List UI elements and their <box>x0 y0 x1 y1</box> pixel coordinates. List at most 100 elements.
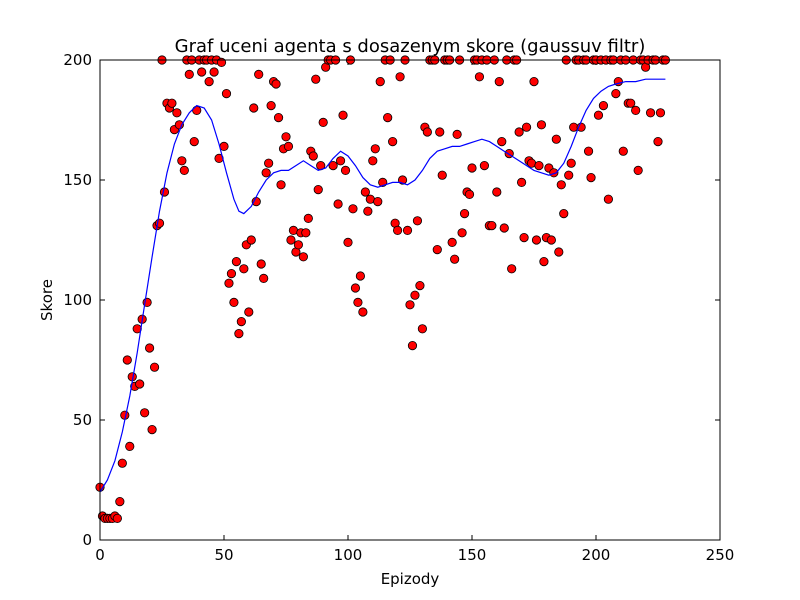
data-point <box>197 67 207 77</box>
y-tick-label: 0 <box>82 531 92 549</box>
data-point <box>115 496 125 507</box>
data-point <box>145 343 155 353</box>
data-point <box>435 127 445 137</box>
data-point <box>564 170 574 180</box>
data-point <box>224 278 234 288</box>
data-point <box>474 72 485 82</box>
data-point <box>432 245 442 255</box>
data-point <box>350 283 361 293</box>
data-point <box>177 156 187 166</box>
x-axis-label: Epizody <box>381 570 440 588</box>
data-point <box>415 280 425 291</box>
data-point <box>494 77 504 87</box>
chart-title: Graf uceni agenta s dosazenym skore (gau… <box>175 36 646 57</box>
data-point <box>204 77 214 87</box>
data-point <box>313 185 323 195</box>
data-point <box>631 105 641 116</box>
data-point <box>487 221 497 231</box>
y-tick-label: 200 <box>63 51 92 69</box>
data-point <box>229 297 239 307</box>
data-point <box>276 180 286 190</box>
data-point <box>447 237 457 247</box>
data-point <box>392 225 403 235</box>
data-point <box>529 77 539 87</box>
data-point <box>231 256 241 267</box>
data-point <box>318 117 328 128</box>
x-tick-label: 100 <box>334 546 363 564</box>
data-point <box>122 355 132 365</box>
data-point <box>358 307 368 317</box>
data-point <box>626 98 636 108</box>
data-point <box>216 57 227 68</box>
data-point <box>556 180 566 190</box>
data-point <box>328 161 338 171</box>
data-point <box>261 168 271 178</box>
data-point <box>531 235 542 245</box>
data-point <box>467 163 477 173</box>
data-point <box>363 206 373 216</box>
data-point <box>239 264 249 274</box>
data-point <box>633 165 643 175</box>
data-point <box>368 156 378 166</box>
data-point <box>335 156 346 166</box>
data-point <box>353 297 363 307</box>
data-point <box>459 209 470 219</box>
data-point <box>343 237 353 247</box>
data-point <box>452 129 462 139</box>
data-point <box>311 74 321 84</box>
data-point <box>259 273 269 283</box>
data-point <box>645 108 656 118</box>
data-point <box>655 108 666 118</box>
x-tick-label: 200 <box>582 546 611 564</box>
data-point <box>383 113 393 123</box>
data-point <box>254 69 264 80</box>
data-point <box>271 79 281 89</box>
data-point <box>479 161 489 171</box>
data-point <box>283 141 294 151</box>
data-point <box>559 209 569 219</box>
x-tick-label: 250 <box>706 546 735 564</box>
data-point <box>603 194 614 204</box>
data-point <box>593 110 604 120</box>
y-tick-label: 50 <box>73 411 92 429</box>
data-point <box>249 103 259 113</box>
data-point <box>333 199 343 209</box>
data-point <box>457 228 467 238</box>
data-point <box>653 137 663 147</box>
data-point <box>135 379 145 389</box>
data-point <box>184 69 194 80</box>
data-point <box>611 89 621 99</box>
data-point <box>281 132 291 142</box>
data-point <box>348 204 358 214</box>
data-point <box>147 424 157 435</box>
gaussian-smoothed-line <box>99 78 666 493</box>
plot-frame <box>99 59 721 541</box>
data-point <box>598 101 609 111</box>
data-point <box>293 240 303 250</box>
data-point <box>402 225 413 235</box>
x-tick-label: 50 <box>214 546 233 564</box>
data-point <box>375 77 385 87</box>
data-point <box>583 146 594 156</box>
data-point <box>586 173 596 183</box>
data-point <box>264 158 274 168</box>
data-point <box>437 170 447 180</box>
data-point <box>497 137 507 147</box>
data-point <box>546 235 556 245</box>
data-point <box>360 187 370 197</box>
data-point <box>370 144 380 154</box>
plot-area <box>95 55 671 524</box>
data-point <box>221 89 232 99</box>
axis-ticks: 0 50 100 150 200 250 0 50 100 150 200 <box>63 51 734 564</box>
data-point <box>499 223 509 233</box>
data-point <box>355 271 365 281</box>
data-point <box>226 268 237 279</box>
data-point <box>338 110 348 120</box>
data-point <box>117 458 127 468</box>
data-point <box>507 264 517 274</box>
data-point <box>209 67 219 77</box>
data-point <box>340 165 351 175</box>
data-point <box>395 72 405 82</box>
data-point <box>303 213 313 223</box>
